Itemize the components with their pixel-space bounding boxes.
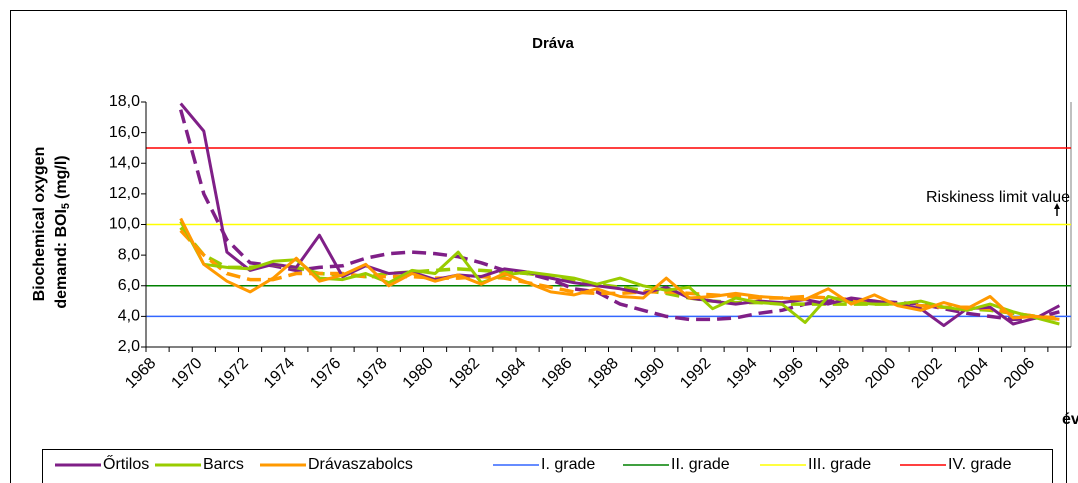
y-tick-label: 6,0: [118, 277, 140, 294]
legend-label: Őrtilos: [103, 454, 149, 473]
legend-label: I. grade: [541, 456, 595, 473]
y-tick-label: 14,0: [109, 154, 140, 171]
y-label-unit: (mg/l): [53, 155, 70, 199]
y-label-sub: 5: [60, 203, 72, 209]
y-tick-label: 10,0: [109, 216, 140, 233]
y-tick-label: 16,0: [109, 124, 140, 141]
y-tick-label: 2,0: [118, 338, 140, 355]
y-tick-label: 18,0: [109, 93, 140, 110]
y-label-line: demand: BOI: [53, 209, 70, 309]
legend-label: Barcs: [203, 456, 244, 473]
legend-label: Drávaszabolcs: [308, 456, 413, 473]
chart-frame: [10, 10, 1067, 483]
y-axis-label: Biochemical oxygen demand: BOI5 (mg/l): [31, 147, 72, 309]
y-tick-label: 12,0: [109, 185, 140, 202]
annotation: Riskiness limit value: [926, 189, 1070, 206]
annotation-arrowhead: [1054, 203, 1060, 209]
x-axis-label: év: [1062, 411, 1078, 428]
legend-label: IV. grade: [948, 456, 1012, 473]
legend-label: III. grade: [808, 456, 871, 473]
series-line: [179, 217, 1060, 321]
y-tick-label: 4,0: [118, 308, 140, 325]
y-tick-label: 8,0: [118, 246, 140, 263]
y-label-line: Biochemical oxygen: [31, 147, 48, 302]
series-line: [179, 102, 1061, 328]
legend-label: II. grade: [671, 456, 730, 473]
legend-box: [42, 449, 1053, 483]
chart-title: Dráva: [532, 35, 574, 52]
